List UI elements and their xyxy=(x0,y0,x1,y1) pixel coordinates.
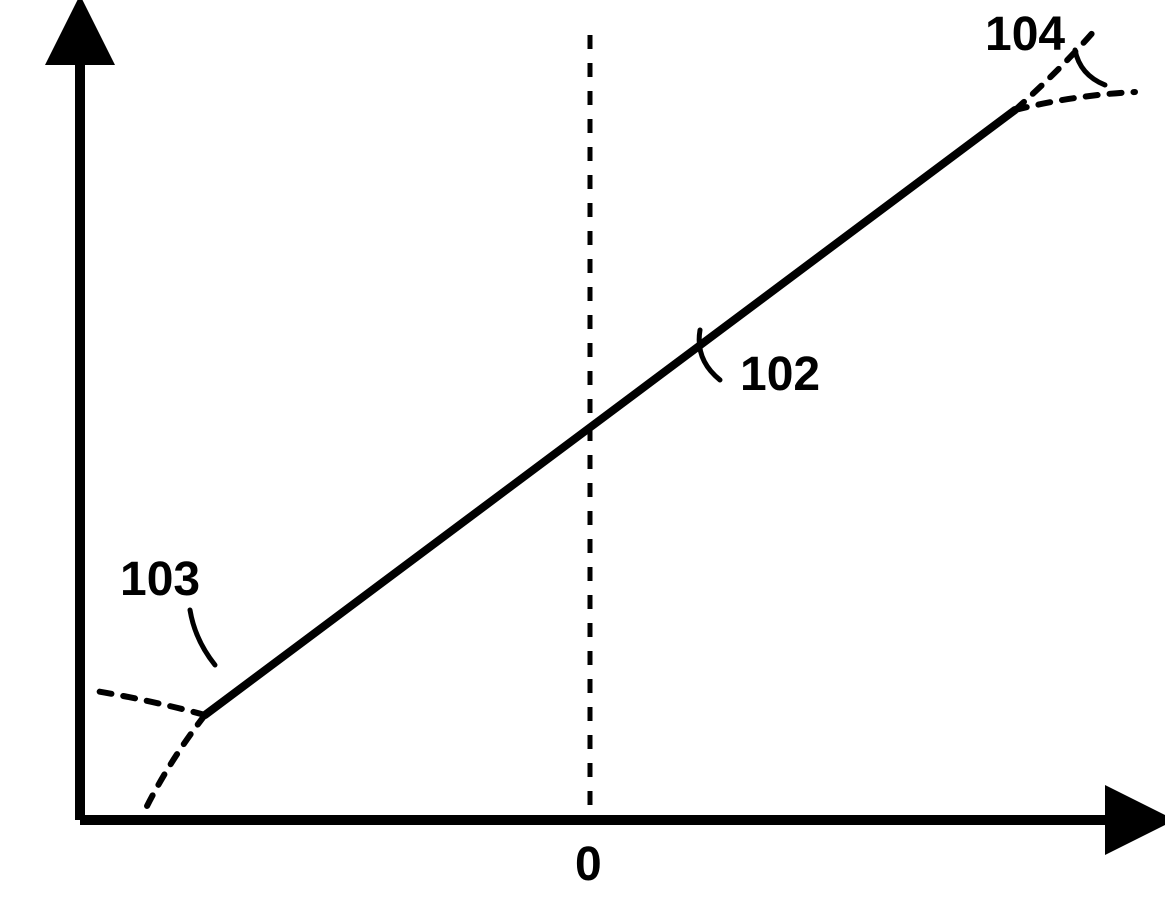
zero-label: 0 xyxy=(575,838,602,891)
label-104: 104 xyxy=(985,8,1065,61)
label-103: 103 xyxy=(120,553,200,606)
diagram-container: 0 102 103 104 xyxy=(0,0,1165,905)
diagram-svg: 0 102 103 104 xyxy=(0,0,1165,905)
label-102: 102 xyxy=(740,348,820,401)
